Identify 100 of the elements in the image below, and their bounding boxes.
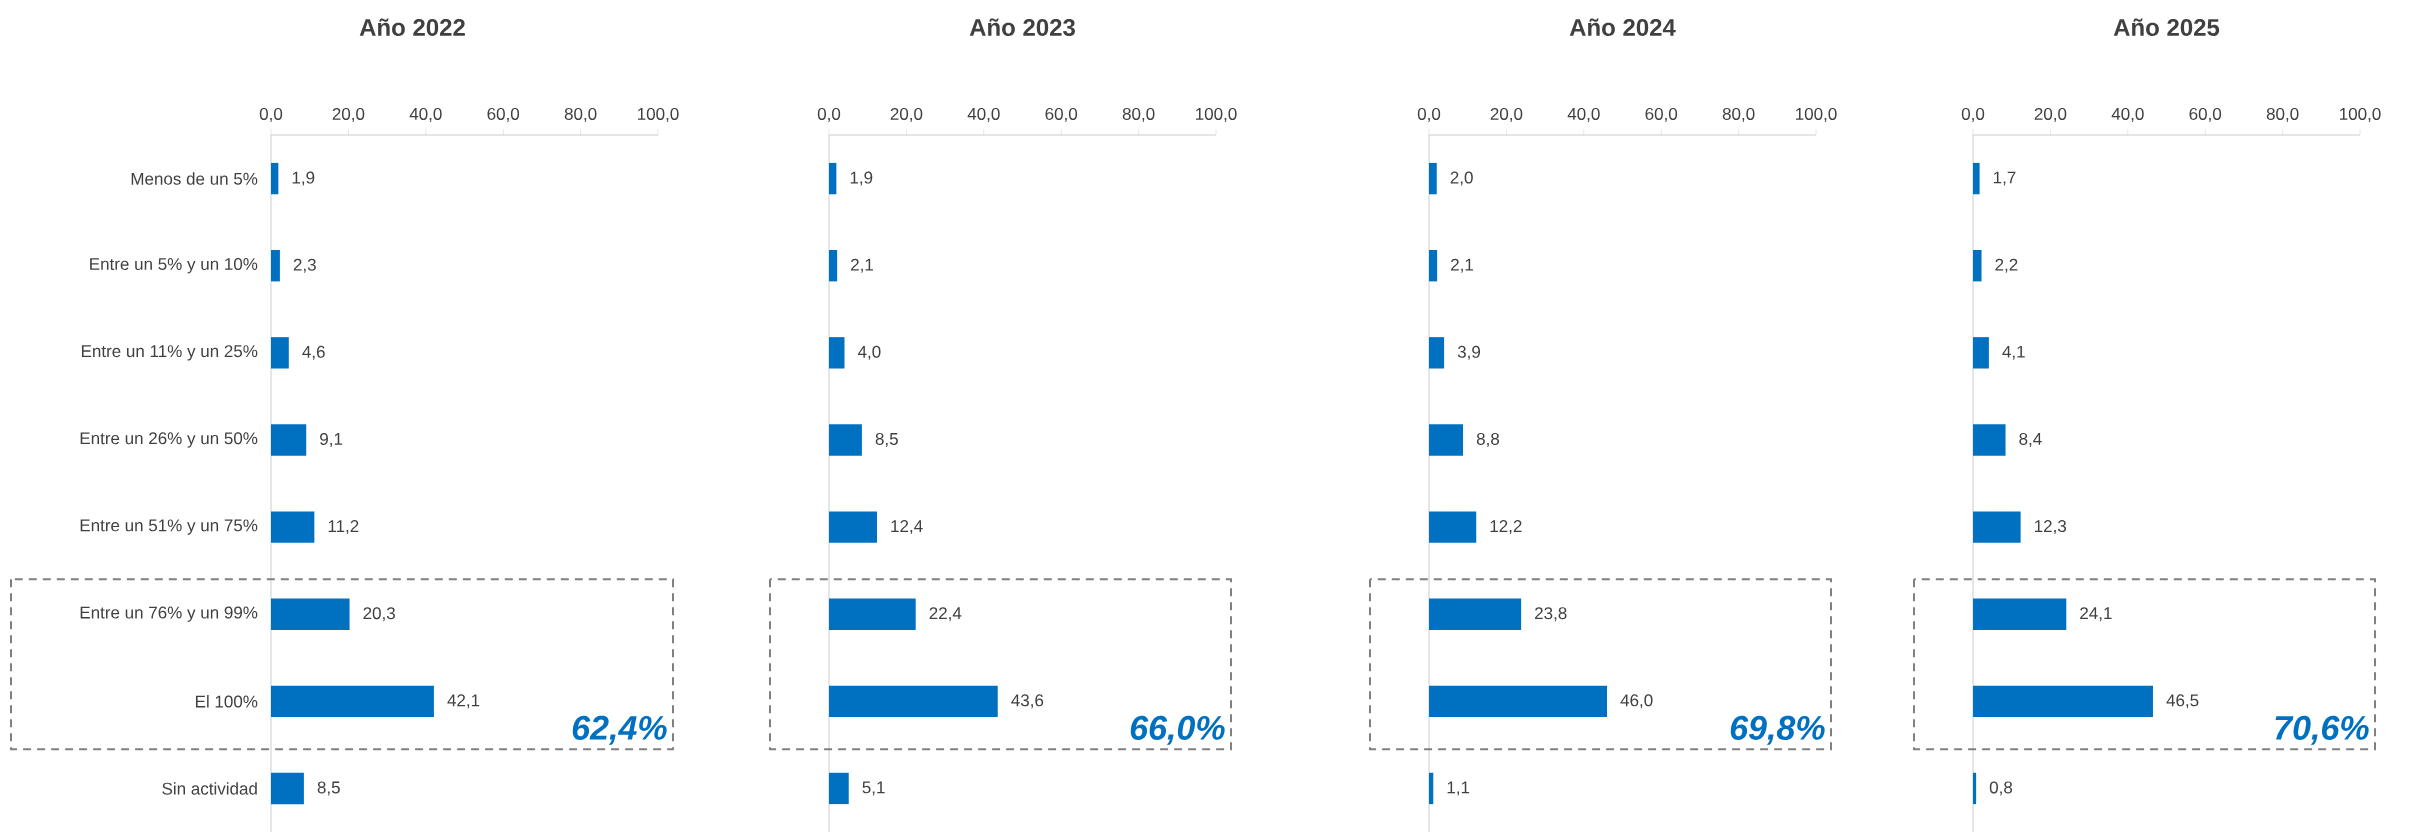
x-tick-label: 80,0 [1722, 107, 1755, 122]
y-tick-label: Entre un 51% y un 75% [80, 519, 258, 535]
data-label: 2,1 [851, 258, 874, 273]
x-tick-label: 100,0 [1196, 107, 1237, 122]
data-label: 5,1 [862, 781, 885, 796]
bar [829, 162, 837, 195]
data-label: 1,7 [1993, 171, 2016, 186]
x-tick-label: 60,0 [1045, 107, 1078, 122]
bar [271, 685, 434, 718]
data-label: 12,2 [1490, 520, 1522, 535]
data-label: 2,0 [1450, 171, 1473, 186]
bar [829, 772, 849, 805]
data-label: 8,4 [2019, 432, 2042, 447]
data-label: 2,1 [1451, 258, 1474, 273]
data-label: 4,6 [302, 345, 325, 360]
data-label: 24,1 [2080, 607, 2112, 622]
data-label: 9,1 [320, 432, 343, 447]
y-tick-label: Entre un 11% y un 25% [81, 345, 258, 361]
bar [829, 685, 998, 718]
bar [1973, 424, 2006, 456]
x-tick-label: 80,0 [2266, 107, 2299, 122]
data-label: 1,9 [850, 171, 873, 186]
x-tick-label: 0,0 [817, 107, 841, 122]
x-tick-label: 100,0 [2340, 107, 2381, 122]
x-tick-label: 80,0 [1122, 107, 1155, 122]
bar [1973, 772, 1977, 805]
bar [1429, 598, 1522, 630]
bar [1429, 250, 1438, 282]
x-tick-label: 60,0 [2189, 107, 2222, 122]
x-tick-label: 100,0 [1796, 107, 1837, 122]
data-label: 1,9 [292, 171, 315, 186]
data-label: 11,2 [328, 520, 359, 535]
y-tick-label: Sin actividad [162, 782, 257, 795]
data-label: 23,8 [1535, 607, 1567, 622]
data-label: 4,0 [857, 345, 881, 360]
data-label: 8,8 [1476, 432, 1500, 447]
bar [829, 337, 845, 369]
data-label: 8,5 [317, 781, 340, 796]
x-tick-label: 40,0 [2111, 107, 2144, 122]
bar [271, 772, 304, 805]
x-tick-label: 80,0 [564, 107, 597, 122]
x-tick-label: 60,0 [1645, 107, 1678, 122]
data-label: 1,1 [1447, 781, 1470, 796]
data-label: 12,4 [891, 520, 923, 535]
x-tick-label: 20,0 [2034, 107, 2067, 122]
bar [1973, 162, 1980, 195]
bar [1973, 598, 2067, 630]
y-tick-label: Entre un 26% y un 50% [80, 432, 258, 448]
x-tick-label: 20,0 [890, 107, 923, 122]
data-label: 4,1 [2002, 345, 2025, 360]
bar [1429, 772, 1434, 805]
chart-title: Año 2024 [1569, 18, 1676, 36]
x-tick-label: 40,0 [1567, 107, 1600, 122]
data-label: 46,0 [1620, 694, 1653, 709]
annotation: 70,6% [2275, 715, 2369, 745]
y-tick-label: Entre un 5% y un 10% [90, 258, 258, 274]
bar [829, 598, 916, 630]
x-tick-label: 60,0 [487, 107, 520, 122]
bar [271, 598, 350, 630]
chart-title: Año 2025 [2113, 18, 2220, 36]
bar [1973, 511, 2021, 543]
x-tick-label: 40,0 [967, 107, 1000, 122]
bar [829, 250, 838, 282]
bar [1973, 250, 1982, 282]
bar [271, 162, 279, 195]
data-label: 2,2 [1995, 258, 2018, 273]
data-label: 2,3 [293, 258, 316, 273]
annotation: 66,0% [1130, 715, 1225, 745]
bar [271, 250, 280, 282]
data-label: 0,8 [1989, 781, 2013, 796]
data-label: 12,3 [2034, 520, 2067, 535]
bar [829, 511, 877, 543]
x-tick-label: 100,0 [638, 107, 679, 122]
annotation: 69,8% [1730, 715, 1825, 745]
data-label: 22,4 [929, 607, 962, 622]
data-label: 46,5 [2166, 694, 2199, 709]
y-tick-label: El 100% [196, 695, 258, 708]
data-label: 42,1 [447, 694, 480, 709]
bar [1429, 337, 1445, 369]
annotation: 62,4% [572, 715, 667, 745]
y-tick-label: Menos de un 5% [131, 172, 258, 185]
bar [271, 424, 307, 456]
x-tick-label: 40,0 [409, 107, 442, 122]
data-label: 3,9 [1457, 345, 1481, 360]
chart-title: Año 2022 [359, 18, 465, 36]
x-tick-label: 0,0 [259, 107, 283, 122]
chart-title: Año 2023 [969, 18, 1075, 36]
bar [271, 511, 315, 543]
data-label: 20,3 [363, 607, 395, 622]
bar [1429, 685, 1608, 718]
bar [1429, 162, 1437, 195]
data-label: 43,6 [1011, 694, 1044, 709]
bar [829, 424, 862, 456]
bar [1973, 337, 1989, 369]
y-tick-label: Entre un 76% y un 99% [80, 606, 258, 622]
x-tick-label: 20,0 [332, 107, 365, 122]
x-tick-label: 0,0 [1417, 107, 1441, 122]
x-tick-label: 0,0 [1961, 107, 1985, 122]
bar [1429, 511, 1477, 543]
bar [1429, 424, 1464, 456]
